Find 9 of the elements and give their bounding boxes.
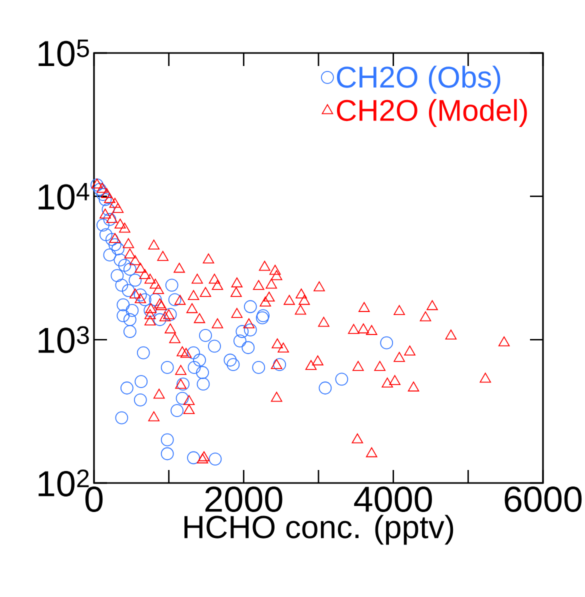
- legend-label: CH2O (Model): [336, 99, 527, 127]
- legend-label: CH2O (Obs): [336, 66, 500, 94]
- x-tick-label: 2000: [205, 486, 282, 512]
- x-tick-label: 6000: [504, 486, 582, 512]
- y-tick-label: 10$^{3}$: [38, 326, 89, 354]
- y-tick-label: 10$^{5}$: [38, 40, 89, 66]
- x-tick-label: 4000: [354, 486, 432, 512]
- y-tick-label: 10$^{4}$: [38, 182, 90, 210]
- x-axis-title: HCHO conc. (pptv): [184, 514, 454, 545]
